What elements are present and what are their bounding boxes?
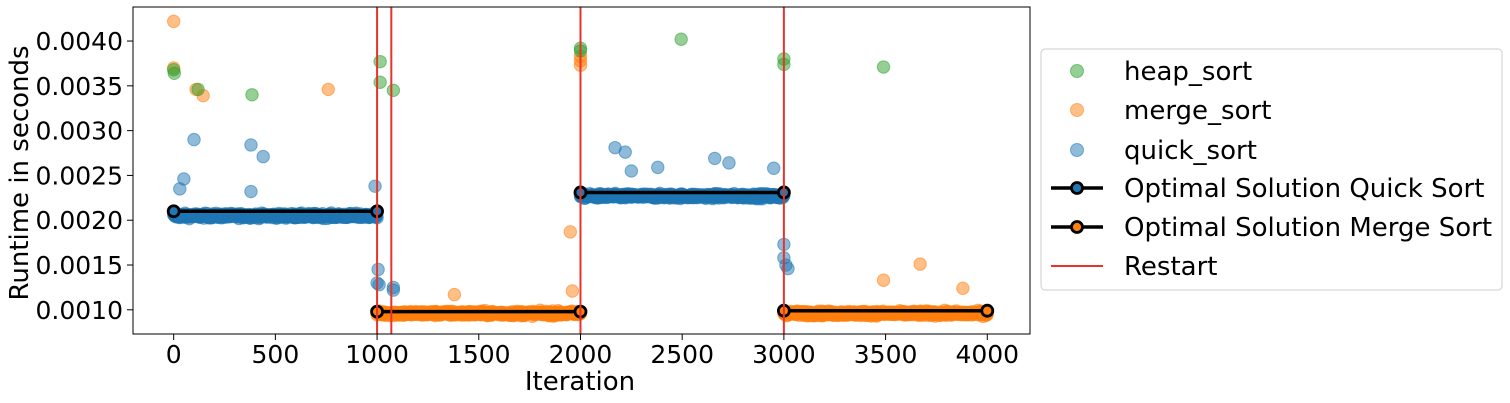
- quick-sort-point: [371, 262, 385, 277]
- quick-sort-point: [173, 182, 187, 196]
- legend-item: heap_sort: [1070, 57, 1252, 87]
- legend-label: Optimal Solution Quick Sort: [1124, 174, 1484, 204]
- quick-sort-point: [708, 151, 722, 166]
- merge-sort-point: [447, 287, 462, 302]
- legend-box: [1040, 48, 1503, 291]
- merge-sort-point: [565, 284, 580, 298]
- y-tick-label: 0.0015: [36, 251, 123, 280]
- quick-sort-point: [767, 161, 781, 175]
- heap-sort-point: [167, 66, 181, 80]
- y-tick-label: 0.0030: [36, 117, 123, 146]
- heap-sort-point: [674, 32, 688, 46]
- quick-sort-point: [244, 184, 258, 199]
- y-tick-label: 0.0025: [36, 161, 123, 190]
- legend-label: quick_sort: [1124, 136, 1257, 166]
- y-tick-label: 0.0035: [36, 72, 123, 101]
- legend-marker: [1070, 220, 1084, 234]
- x-tick-label: 1000: [345, 340, 409, 369]
- y-tick-label: 0.0040: [36, 27, 123, 56]
- legend-item: Optimal Solution Quick Sort: [1051, 174, 1484, 204]
- heap-sort-point: [386, 83, 401, 98]
- x-tick-label: 3000: [752, 340, 816, 369]
- optimal-solution-marker: [166, 204, 181, 219]
- legend-item: Optimal Solution Merge Sort: [1051, 213, 1492, 243]
- quick-sort-point: [624, 164, 639, 178]
- legend-marker: [1070, 103, 1084, 117]
- merge-sort-point: [321, 82, 335, 97]
- quick-sort-point: [618, 145, 632, 159]
- merge-sort-point: [166, 14, 181, 29]
- heap-sort-point: [876, 60, 891, 74]
- x-tick-label: 3500: [854, 340, 918, 369]
- legend-marker: [1070, 143, 1084, 157]
- plot-area: [166, 7, 995, 334]
- x-axis-title: Iteration: [525, 367, 635, 397]
- legend-marker: [1070, 64, 1084, 78]
- legend-item: quick_sort: [1070, 136, 1257, 166]
- y-tick-label: 0.0020: [36, 206, 123, 235]
- legend-label: merge_sort: [1124, 96, 1271, 126]
- quick-sort-point: [386, 283, 401, 297]
- legend-item: merge_sort: [1070, 96, 1271, 126]
- quick-sort-point: [187, 132, 201, 147]
- data-points: [166, 7, 995, 334]
- legend-label: Optimal Solution Merge Sort: [1124, 213, 1492, 243]
- x-tick-label: 2500: [650, 340, 714, 369]
- plot-frame: [132, 6, 1031, 335]
- x-tick-label: 4000: [955, 340, 1019, 369]
- heap-sort-point: [191, 82, 205, 97]
- legend: heap_sort merge_sort quick_sort Optimal Sol…: [1040, 48, 1503, 291]
- x-tick-label: 1500: [447, 340, 511, 369]
- quick-sort-point: [244, 138, 258, 152]
- quick-sort-point: [722, 156, 736, 170]
- legend-label: Restart: [1124, 252, 1217, 282]
- axes: 0 500 1000 1500 2000 2500 3000 3500 4000 0.0010 0.…: [36, 6, 1031, 369]
- merge-sort-point: [876, 273, 891, 287]
- merge-sort-point: [563, 225, 578, 239]
- heap-sort-point: [373, 54, 387, 69]
- quick-sort-point: [368, 179, 382, 193]
- heap-sort-point: [245, 88, 259, 102]
- merge-sort-point: [913, 257, 927, 271]
- x-tick-label: 0: [166, 340, 182, 369]
- heap-sort-point: [373, 75, 387, 89]
- optimal-solution-marker: [980, 303, 995, 318]
- legend-label: heap_sort: [1124, 57, 1252, 87]
- quick-sort-point: [372, 278, 386, 292]
- y-tick-label: 0.0010: [36, 296, 123, 325]
- x-tick-label: 2000: [549, 340, 613, 369]
- merge-sort-point: [956, 281, 970, 296]
- legend-marker: [1070, 181, 1084, 195]
- legend-item: Restart: [1051, 252, 1217, 282]
- quick-sort-point: [256, 149, 270, 164]
- x-tick-label: 500: [252, 340, 300, 369]
- quick-sort-point: [651, 160, 665, 175]
- y-axis-title: Runtime in seconds: [5, 45, 35, 300]
